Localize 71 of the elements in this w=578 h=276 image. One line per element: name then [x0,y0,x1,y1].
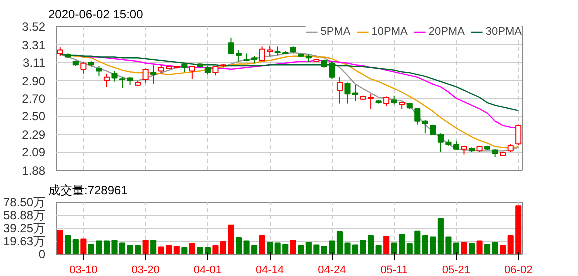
bar [212,245,219,254]
bar [476,240,483,254]
candlestick [112,70,118,82]
bar [80,238,87,254]
y-tick-label: 58.88万 [3,208,46,222]
bar [142,240,149,254]
bar [500,245,506,254]
candlestick [384,96,390,107]
candlestick [516,124,522,146]
bar [65,235,72,254]
bar [197,247,204,254]
x-tick-label: 05-11 [380,264,408,276]
x-tick-label: 05-21 [442,264,471,276]
bar [174,246,180,254]
bar [259,235,266,254]
y-tick-label: 2.09 [22,146,46,160]
candlestick [212,66,219,76]
bar [150,240,157,254]
bar [492,242,498,254]
bar [290,240,296,254]
bar [72,239,79,254]
candlestick [96,66,102,78]
y-tick-label: 2.50 [22,110,46,124]
legend-label: 10PMA [372,26,408,38]
bar [461,242,468,254]
candlestick [438,133,444,153]
y-tick-label: 3.31 [22,38,46,52]
y-tick-label: 19.63万 [3,234,46,248]
y-tick-label: 2.29 [22,128,46,142]
y-tick-label: 3.11 [23,56,46,70]
y-tick-label: 39.25万 [3,222,46,236]
candlestick [228,37,234,56]
candlestick [119,76,126,88]
y-tick-label: 1.88 [22,164,46,178]
chart-title: 2020-06-02 15:00 [48,8,144,22]
x-tick-label: 04-14 [256,264,284,276]
candlestick [336,76,344,104]
bar [384,236,390,254]
bar [57,230,64,254]
bar [298,245,304,254]
y-tick-label: 0 [38,248,46,262]
chart-title: 成交量:728961 [48,184,128,198]
candlestick [150,64,157,85]
bar [182,247,188,254]
legend-label: 30PMA [486,26,522,38]
candlestick [142,68,149,84]
x-tick-label: 04-01 [194,264,222,276]
bar [236,237,242,254]
bar [484,244,491,254]
candlestick [104,73,110,88]
bar [267,242,274,254]
bar [453,242,460,254]
candlestick [189,66,196,80]
y-tick-label: 2.90 [22,74,46,88]
x-tick-label: 03-20 [132,264,160,276]
legend-label: 5PMA [320,26,351,38]
candlestick [80,62,87,74]
x-tick-label: 06-02 [504,264,533,276]
bar [376,245,382,254]
legend-label: 20PMA [428,26,465,38]
candlestick [414,108,421,126]
candlestick [236,50,242,62]
bar [468,243,476,254]
y-tick-label: 3.52 [22,20,46,34]
bar [189,243,196,254]
x-tick-label: 04-24 [318,264,346,276]
candlestick [422,120,428,134]
bar [204,247,211,254]
x-tick-label: 03-10 [70,264,98,276]
y-tick-label: 2.70 [22,92,46,106]
y-tick-label: 78.50万 [3,196,46,210]
